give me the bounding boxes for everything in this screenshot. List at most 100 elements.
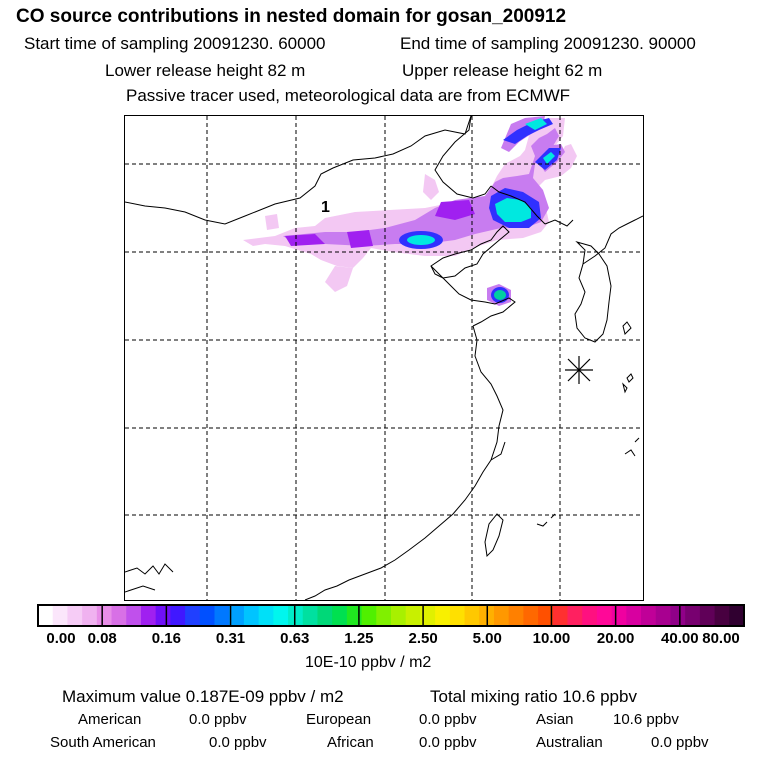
color-scale-cell <box>582 605 598 626</box>
plume-core-east <box>435 200 475 220</box>
plume-core-blob-center <box>407 235 435 245</box>
plot-title: CO source contributions in nested domain… <box>16 6 567 27</box>
color-scale-cell <box>229 605 245 626</box>
northeast-border <box>434 116 492 199</box>
color-scale-cell <box>405 605 422 626</box>
color-scale-cells <box>38 605 745 626</box>
color-scale-cell <box>155 605 171 626</box>
plume-core-west <box>285 234 325 246</box>
plume-body <box>283 128 559 246</box>
color-scale-cell <box>302 605 319 626</box>
color-scale-cell <box>567 605 583 626</box>
region-african-value: 0.0 ppbv <box>419 734 477 751</box>
region-south-american-label: South American <box>50 734 156 751</box>
north-border <box>125 116 472 225</box>
color-scale-cell <box>376 605 392 626</box>
color-scale-cell <box>538 605 554 626</box>
taiwan <box>484 513 504 558</box>
small-island <box>624 449 636 457</box>
region-american-value: 0.0 ppbv <box>189 711 247 728</box>
plume-core-center <box>347 230 373 248</box>
lower-release-height: Lower release height 82 m <box>105 61 306 80</box>
region-european-label: European <box>306 711 372 728</box>
color-scale-cell <box>685 605 701 626</box>
color-scale-tick-label: 0.31 <box>215 630 246 647</box>
color-scale-bar <box>37 604 745 627</box>
plume-edge-west <box>265 214 279 230</box>
plume-edge-north <box>423 174 439 200</box>
china-east-coast <box>304 325 504 600</box>
region-african-label: African <box>327 734 374 751</box>
region-european-value: 0.0 ppbv <box>419 711 477 728</box>
color-scale-cell <box>508 605 524 626</box>
color-scale-cell <box>655 605 672 626</box>
color-scale-cell <box>214 605 230 626</box>
small-island-2 <box>634 437 640 443</box>
maximum-value: Maximum value 0.187E-09 ppbv / m2 <box>62 687 344 706</box>
color-scale-cell <box>346 605 363 626</box>
color-scale-cell <box>185 605 201 626</box>
color-scale-tick-label: 5.00 <box>472 630 502 647</box>
color-scale-tick-label: 0.16 <box>151 630 181 647</box>
plume-light <box>243 118 577 292</box>
plume-hotspot-north-center <box>525 118 547 130</box>
color-scale-cell <box>596 605 613 626</box>
color-scale-cell <box>464 605 480 626</box>
japan-islet-2 <box>622 382 628 394</box>
color-scale-cell <box>111 605 127 626</box>
plume-hotspot-coast-center <box>494 290 506 300</box>
color-scale-cell <box>140 605 157 626</box>
region-asian-value: 10.6 ppbv <box>613 711 679 728</box>
coastlines <box>125 116 643 600</box>
korea-border <box>490 185 546 225</box>
region-asian-label: Asian <box>536 711 574 728</box>
color-scale-cell <box>420 605 436 626</box>
color-scale-tick-label: 2.50 <box>408 630 438 647</box>
color-scale-cell <box>641 605 657 626</box>
color-scale-tick-label: 0.00 <box>46 630 76 647</box>
color-scale-cell <box>626 605 642 626</box>
color-scale-cell <box>126 605 142 626</box>
lat-lon-grid <box>125 116 643 600</box>
color-scale-cell <box>361 605 377 626</box>
color-scale-cell <box>714 605 730 626</box>
color-scale-cell <box>258 605 274 626</box>
color-scale-tick-label: 1.25 <box>344 630 374 647</box>
total-mixing-ratio: Total mixing ratio 10.6 ppbv <box>430 687 637 706</box>
map-label: 1 <box>321 199 330 216</box>
color-scale-cell <box>96 605 113 626</box>
upper-release-height: Upper release height 62 m <box>402 61 603 80</box>
region-australian-value: 0.0 ppbv <box>651 734 709 751</box>
color-scale-cell <box>552 605 569 626</box>
color-scale-tick-label: 40.00 <box>661 630 699 647</box>
color-scale-cell <box>317 605 333 626</box>
color-scale-cell <box>67 605 83 626</box>
region-australian-label: Australian <box>536 734 603 751</box>
color-scale-tick-label: 10.00 <box>532 630 571 647</box>
color-scale-cell <box>391 605 407 626</box>
color-scale-dividers <box>101 605 681 626</box>
japan-islet <box>626 373 634 383</box>
end-time: End time of sampling 20091230. 90000 <box>400 34 696 53</box>
color-scale-cell <box>243 605 260 626</box>
color-scale-frame <box>37 604 745 627</box>
color-scale-cell <box>670 605 686 626</box>
east-coast-island <box>622 321 632 335</box>
color-scale-cell <box>38 605 54 626</box>
color-scale-tick-label: 0.08 <box>87 630 117 647</box>
color-scale-cell <box>699 605 716 626</box>
color-scale-cell <box>273 605 289 626</box>
region-american-label: American <box>78 711 142 728</box>
plume-footprint <box>243 116 577 306</box>
concentration-map: 1 <box>124 115 644 601</box>
color-scale-cell <box>523 605 539 626</box>
plume-hotspot-ne-center <box>543 152 555 164</box>
color-scale-cell <box>493 605 510 626</box>
color-scale-cell <box>449 605 466 626</box>
color-scale-cell <box>729 605 745 626</box>
ryukyu-islands <box>536 521 548 527</box>
south-border <box>125 585 156 593</box>
color-scale-unit: 10E-10 ppbv / m2 <box>305 654 432 671</box>
color-scale-cell <box>170 605 186 626</box>
shandong-coast <box>430 265 516 327</box>
